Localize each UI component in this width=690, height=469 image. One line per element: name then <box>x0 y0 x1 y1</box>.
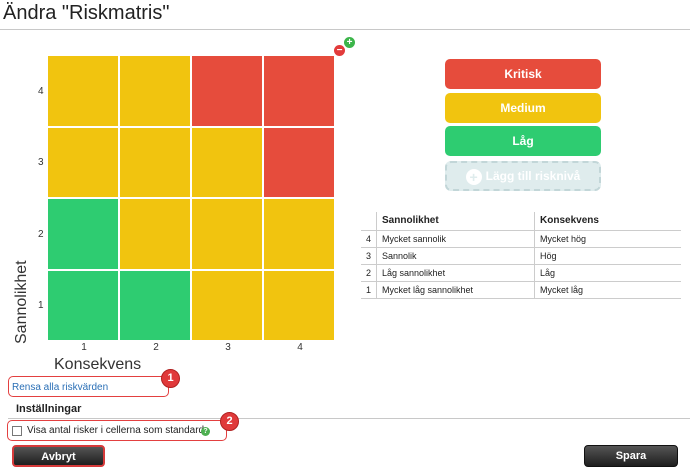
y-tick-label: 1 <box>38 300 44 312</box>
legend-index: 4 <box>361 230 377 248</box>
add-row-icon[interactable]: + <box>344 37 355 48</box>
x-tick-label: 1 <box>81 342 87 353</box>
table-row: 1 Mycket låg sannolikhet Mycket låg <box>361 281 681 299</box>
legend-consequence: Mycket låg <box>534 281 681 299</box>
plus-icon: + <box>465 168 482 185</box>
risk-level-critical-button[interactable]: Kritisk <box>445 59 601 89</box>
legend-header-probability: Sannolikhet <box>376 212 535 231</box>
x-axis-label: Konsekvens <box>54 356 142 373</box>
remove-row-icon[interactable]: − <box>334 45 345 56</box>
legend-consequence: Låg <box>534 264 681 282</box>
title-divider <box>0 29 690 30</box>
matrix-cell-4-4[interactable] <box>264 56 334 126</box>
callout-badge-1: 1 <box>161 369 180 388</box>
legend-header-consequence: Konsekvens <box>534 212 681 231</box>
y-axis-label: Sannolikhet <box>13 260 30 344</box>
add-risk-level-label: Lägg till risknivå <box>485 169 581 183</box>
callout-badge-2: 2 <box>220 412 239 431</box>
matrix-cell-4-3[interactable] <box>192 56 262 126</box>
table-row: 2 Låg sannolikhet Låg <box>361 264 681 282</box>
legend-index: 1 <box>361 281 377 299</box>
legend-consequence: Hög <box>534 247 681 265</box>
x-tick-label: 3 <box>225 342 231 353</box>
legend-table: Sannolikhet Konsekvens 4 Mycket sannolik… <box>361 212 681 299</box>
matrix-cell-3-3[interactable] <box>192 127 262 197</box>
table-row: 3 Sannolik Hög <box>361 247 681 265</box>
legend-index: 3 <box>361 247 377 265</box>
x-tick-label: 4 <box>297 342 303 353</box>
table-row: 4 Mycket sannolik Mycket hög <box>361 230 681 248</box>
show-risk-count-checkbox[interactable] <box>12 426 22 436</box>
y-tick-label: 3 <box>38 157 44 169</box>
matrix-cell-3-2[interactable] <box>120 127 190 197</box>
legend-probability: Sannolik <box>376 247 535 265</box>
risk-level-low-button[interactable]: Låg <box>445 126 601 156</box>
risk-level-medium-button[interactable]: Medium <box>445 93 601 123</box>
clear-risk-values-link[interactable]: Rensa alla riskvärden <box>12 382 109 393</box>
matrix-cell-1-1[interactable] <box>48 270 118 340</box>
matrix-cell-2-4[interactable] <box>264 199 334 269</box>
show-risk-count-label: Visa antal risker i cellerna som standar… <box>27 425 205 436</box>
legend-probability: Mycket låg sannolikhet <box>376 281 535 299</box>
matrix-cell-4-1[interactable] <box>48 56 118 126</box>
matrix-cell-4-2[interactable] <box>120 56 190 126</box>
add-risk-level-button[interactable]: + Lägg till risknivå <box>445 161 601 191</box>
settings-title: Inställningar <box>16 403 82 415</box>
matrix-cell-2-2[interactable] <box>120 199 190 269</box>
y-tick-label: 2 <box>38 228 44 240</box>
matrix-cell-3-4[interactable] <box>264 127 334 197</box>
matrix-cell-2-1[interactable] <box>48 199 118 269</box>
legend-consequence: Mycket hög <box>534 230 681 248</box>
settings-divider <box>8 418 690 419</box>
legend-probability: Låg sannolikhet <box>376 264 535 282</box>
matrix-cell-2-3[interactable] <box>192 199 262 269</box>
save-button[interactable]: Spara <box>584 445 678 467</box>
y-tick-label: 4 <box>38 85 44 97</box>
page-title: Ändra "Riskmatris" <box>3 2 170 24</box>
legend-header-row: Sannolikhet Konsekvens <box>361 212 681 231</box>
matrix-cell-1-2[interactable] <box>120 270 190 340</box>
matrix-cell-3-1[interactable] <box>48 127 118 197</box>
x-tick-label: 2 <box>153 342 159 353</box>
help-icon[interactable]: ? <box>201 427 210 436</box>
matrix-cell-1-3[interactable] <box>192 270 262 340</box>
matrix-cell-1-4[interactable] <box>264 270 334 340</box>
legend-probability: Mycket sannolik <box>376 230 535 248</box>
risk-matrix <box>48 56 336 342</box>
legend-index: 2 <box>361 264 377 282</box>
cancel-button[interactable]: Avbryt <box>12 445 105 467</box>
legend-header-index <box>361 212 377 231</box>
